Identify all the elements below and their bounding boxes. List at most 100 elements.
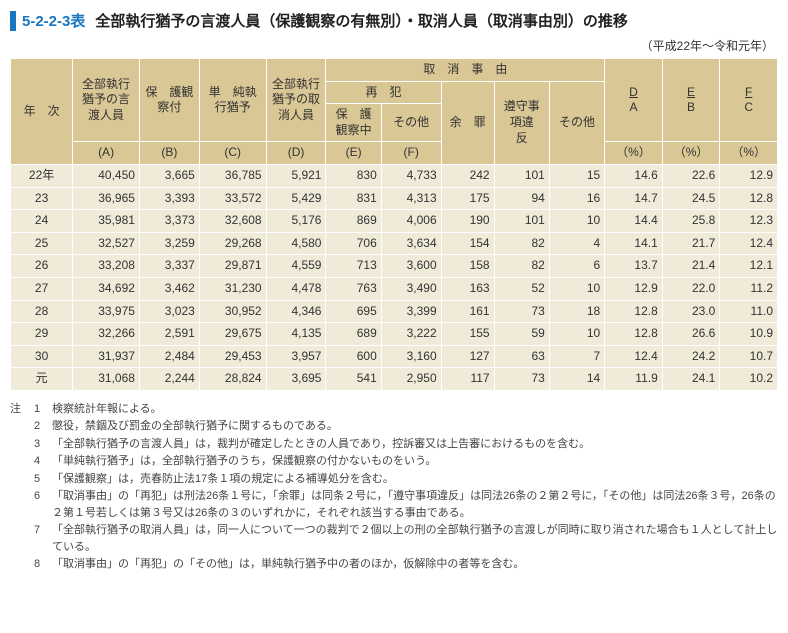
cell-fc: 11.2	[720, 277, 778, 300]
cell-fc: 12.1	[720, 255, 778, 278]
note-text: 「単純執行猶予」は，全部執行猶予のうち，保護観察の付かないものをいう。	[52, 453, 778, 470]
cell-c: 36,785	[199, 164, 266, 187]
cell-i: 6	[549, 255, 604, 278]
table-row: 22年40,4503,66536,7855,9218304,7332421011…	[11, 164, 778, 187]
cell-h: 82	[494, 232, 549, 255]
cell-g: 117	[441, 368, 494, 391]
cell-fc: 10.2	[720, 368, 778, 391]
cell-g: 127	[441, 345, 494, 368]
cell-f: 2,950	[381, 368, 441, 391]
cell-i: 10	[549, 323, 604, 346]
th-f2: (F)	[381, 142, 441, 165]
cell-eb: 21.4	[662, 255, 720, 278]
cell-b: 3,023	[139, 300, 199, 323]
cell-d: 4,580	[266, 232, 326, 255]
table-code: 5-2-2-3表	[22, 10, 85, 31]
cell-c: 29,871	[199, 255, 266, 278]
cell-e: 600	[326, 345, 381, 368]
period-label: （平成22年～令和元年）	[10, 37, 778, 54]
note-num: 1	[34, 401, 52, 418]
th-eb-frac: EB	[687, 85, 695, 115]
cell-a: 40,450	[73, 164, 140, 187]
th-da: DA	[605, 59, 663, 142]
cell-h: 101	[494, 210, 549, 233]
cell-eb: 22.6	[662, 164, 720, 187]
cell-f: 3,160	[381, 345, 441, 368]
cell-c: 29,675	[199, 323, 266, 346]
cell-d: 4,135	[266, 323, 326, 346]
cell-f: 3,490	[381, 277, 441, 300]
note-num: 5	[34, 471, 52, 488]
cell-i: 18	[549, 300, 604, 323]
cell-d: 4,478	[266, 277, 326, 300]
cell-c: 31,230	[199, 277, 266, 300]
note-item: 6「取消事由」の「再犯」は刑法26条１号に，「余罪」は同条２号に，「遵守事項違反…	[34, 488, 778, 521]
cell-eb: 24.2	[662, 345, 720, 368]
cell-eb: 21.7	[662, 232, 720, 255]
table-row: 2435,9813,37332,6085,1768694,00619010110…	[11, 210, 778, 233]
cell-a: 34,692	[73, 277, 140, 300]
cell-b: 2,591	[139, 323, 199, 346]
cell-i: 4	[549, 232, 604, 255]
cell-fc: 11.0	[720, 300, 778, 323]
cell-f: 3,600	[381, 255, 441, 278]
cell-e: 695	[326, 300, 381, 323]
th-year: 年 次	[11, 59, 73, 165]
cell-a: 36,965	[73, 187, 140, 210]
notes-label: 注	[10, 401, 34, 574]
th-a2: (A)	[73, 142, 140, 165]
cell-year: 27	[11, 277, 73, 300]
cell-i: 10	[549, 277, 604, 300]
cell-i: 10	[549, 210, 604, 233]
cell-da: 14.7	[605, 187, 663, 210]
cell-e: 689	[326, 323, 381, 346]
cell-h: 73	[494, 368, 549, 391]
cell-i: 7	[549, 345, 604, 368]
cell-e: 763	[326, 277, 381, 300]
cell-year: 24	[11, 210, 73, 233]
cell-i: 14	[549, 368, 604, 391]
cell-e: 830	[326, 164, 381, 187]
note-num: 7	[34, 522, 52, 555]
cell-f: 4,313	[381, 187, 441, 210]
cell-fc: 12.8	[720, 187, 778, 210]
cell-b: 3,665	[139, 164, 199, 187]
cell-b: 3,373	[139, 210, 199, 233]
cell-year: 30	[11, 345, 73, 368]
th-b2: (B)	[139, 142, 199, 165]
note-text: 「全部執行猶予の取消人員」は，同一人について一つの裁判で２個以上の刑の全部執行猶…	[52, 522, 778, 555]
cell-a: 31,068	[73, 368, 140, 391]
title-bar: 5-2-2-3表 全部執行猶予の言渡人員（保護観察の有無別）・取消人員（取消事由…	[10, 10, 778, 31]
cell-c: 28,824	[199, 368, 266, 391]
cell-b: 3,462	[139, 277, 199, 300]
cell-da: 14.4	[605, 210, 663, 233]
th-e2: (E)	[326, 142, 381, 165]
cell-a: 33,975	[73, 300, 140, 323]
cell-year: 元	[11, 368, 73, 391]
cell-a: 33,208	[73, 255, 140, 278]
cell-eb: 25.8	[662, 210, 720, 233]
cell-f: 3,399	[381, 300, 441, 323]
table-row: 2932,2662,59129,6754,1356893,22215559101…	[11, 323, 778, 346]
cell-g: 155	[441, 323, 494, 346]
cell-h: 94	[494, 187, 549, 210]
cell-f: 3,222	[381, 323, 441, 346]
th-fc-pct: （%）	[720, 142, 778, 165]
cell-fc: 10.7	[720, 345, 778, 368]
cell-year: 26	[11, 255, 73, 278]
th-reoff-group: 再 犯	[326, 81, 441, 104]
cell-b: 2,244	[139, 368, 199, 391]
th-f: その他	[381, 104, 441, 142]
cell-year: 25	[11, 232, 73, 255]
cell-h: 59	[494, 323, 549, 346]
th-yozai: 余 罪	[441, 81, 494, 164]
th-fc: FC	[720, 59, 778, 142]
cell-e: 869	[326, 210, 381, 233]
note-num: 2	[34, 418, 52, 435]
cell-b: 2,484	[139, 345, 199, 368]
cell-g: 242	[441, 164, 494, 187]
cell-b: 3,259	[139, 232, 199, 255]
th-eb: EB	[662, 59, 720, 142]
note-text: 懲役，禁錮及び罰金の全部執行猶予に関するものである。	[52, 418, 778, 435]
note-num: 4	[34, 453, 52, 470]
